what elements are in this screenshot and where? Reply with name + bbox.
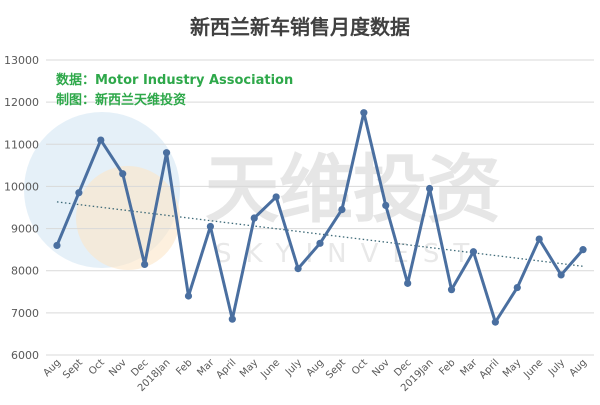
data-point bbox=[382, 201, 390, 209]
x-tick-label: Nov bbox=[107, 357, 129, 379]
x-tick-label: Mar bbox=[458, 357, 480, 379]
x-tick-label: April bbox=[478, 357, 502, 381]
data-point bbox=[447, 286, 456, 294]
y-tick-label: 12000 bbox=[4, 96, 39, 109]
x-tick-label: Sept bbox=[61, 357, 85, 381]
x-tick-label: Feb bbox=[174, 357, 194, 377]
watermark-circle-orange bbox=[76, 166, 180, 270]
data-point bbox=[206, 222, 214, 231]
data-point bbox=[141, 260, 149, 268]
x-tick-label: Sept bbox=[324, 357, 348, 381]
x-tick-label: Oct bbox=[87, 357, 107, 377]
data-point bbox=[426, 184, 434, 193]
watermark-subtext: SKYINVEST bbox=[215, 239, 483, 269]
data-point bbox=[360, 109, 368, 117]
data-point bbox=[316, 239, 324, 247]
y-tick-label: 8000 bbox=[11, 265, 39, 278]
y-tick-label: 6000 bbox=[11, 349, 39, 362]
data-point bbox=[491, 318, 499, 326]
x-tick-label: Aug bbox=[568, 357, 590, 379]
data-point bbox=[162, 149, 171, 157]
data-point bbox=[404, 279, 412, 287]
data-point bbox=[294, 265, 302, 273]
data-point bbox=[119, 170, 127, 178]
data-point bbox=[272, 193, 280, 201]
x-tick-label: June bbox=[258, 357, 282, 381]
data-point bbox=[579, 246, 587, 254]
x-tick-label: Oct bbox=[350, 357, 370, 377]
y-tick-label: 11000 bbox=[4, 138, 39, 151]
y-tick-label: 13000 bbox=[4, 54, 39, 67]
y-axis: 6000 7000 8000 9000 10000 11000 12000 13000 bbox=[4, 54, 39, 362]
data-point bbox=[338, 206, 346, 214]
trendline-group bbox=[56, 201, 584, 267]
x-tick-label: Aug bbox=[305, 357, 327, 379]
x-tick-label: Mar bbox=[195, 357, 217, 379]
data-point bbox=[250, 214, 258, 222]
credit-note: 制图：新西兰天维投资 bbox=[56, 92, 186, 108]
data-point bbox=[228, 315, 236, 323]
x-tick-label: July bbox=[546, 357, 567, 378]
x-tick-label: July bbox=[283, 357, 304, 378]
data-point bbox=[184, 292, 193, 300]
x-tick-label: Aug bbox=[41, 357, 63, 379]
y-tick-label: 9000 bbox=[11, 223, 39, 236]
x-tick-label: Nov bbox=[370, 357, 392, 379]
data-point bbox=[557, 271, 565, 279]
data-point bbox=[469, 248, 478, 256]
x-tick-label: June bbox=[521, 357, 545, 381]
x-tick-label: May bbox=[238, 357, 260, 379]
trendline bbox=[56, 201, 584, 267]
data-point bbox=[535, 235, 543, 243]
x-tick-label: May bbox=[501, 357, 523, 379]
source-note: 数据：Motor Industry Association bbox=[56, 72, 293, 88]
data-point bbox=[513, 283, 521, 292]
chart-title: 新西兰新车销售月度数据 bbox=[190, 15, 410, 39]
markers-group bbox=[53, 109, 587, 326]
y-tick-label: 10000 bbox=[4, 180, 39, 193]
x-tick-label: April bbox=[214, 357, 238, 381]
x-tick-label: Feb bbox=[437, 357, 457, 377]
data-point bbox=[53, 241, 61, 250]
y-tick-label: 7000 bbox=[11, 307, 39, 320]
data-point bbox=[97, 136, 105, 144]
data-point bbox=[75, 189, 83, 197]
